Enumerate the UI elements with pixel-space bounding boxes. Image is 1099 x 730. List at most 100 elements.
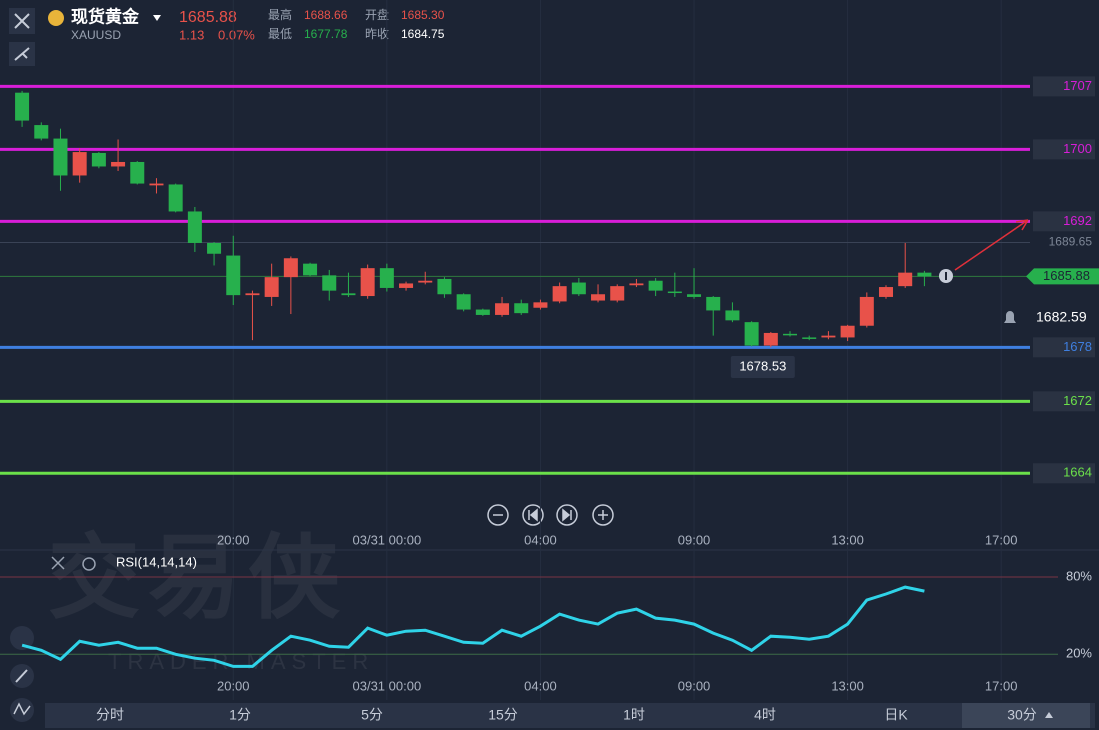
end-button[interactable]	[556, 504, 578, 526]
candle-body	[898, 272, 913, 287]
symbol-code: XAUUSD	[71, 28, 121, 42]
candle-body	[552, 286, 567, 302]
stat-label: 最低	[268, 27, 292, 41]
rsi-settings[interactable]	[82, 557, 96, 571]
tab[interactable]: 15分	[488, 707, 518, 723]
tab[interactable]: 分时	[96, 707, 124, 723]
candle-body	[72, 152, 87, 176]
level-label: 1678	[1063, 339, 1092, 354]
tab-bar	[45, 703, 1095, 728]
candle-body	[783, 333, 798, 336]
candle-body	[168, 184, 183, 212]
info-icon[interactable]	[939, 269, 953, 283]
x-tick-label: 09:00	[678, 532, 711, 547]
active-tab	[962, 703, 1090, 728]
candle-body	[34, 125, 49, 139]
level-label: 1692	[1063, 213, 1092, 228]
x-tick-label: 13:00	[831, 678, 864, 693]
candle-body	[379, 268, 394, 288]
rsi-close[interactable]	[51, 556, 65, 570]
symbol-name: 现货黄金	[71, 6, 140, 26]
level-tag	[1033, 463, 1095, 484]
candle-body	[207, 242, 222, 254]
candle-body	[399, 283, 414, 288]
candle-body	[802, 337, 817, 339]
tab[interactable]: 5分	[361, 707, 383, 723]
max-label: 1689.65	[1049, 235, 1093, 249]
candle-body	[283, 258, 298, 278]
candle-body	[763, 332, 778, 346]
candle-body	[303, 263, 318, 276]
tab[interactable]: 日K	[884, 707, 908, 723]
candle-body	[360, 268, 375, 297]
candle-body	[725, 310, 740, 321]
candle-body	[418, 280, 433, 283]
drawn-arrow	[954, 219, 1029, 271]
tab[interactable]: 1时	[623, 707, 645, 723]
candle-body	[591, 294, 606, 301]
level-tag	[1033, 76, 1095, 97]
candle-body	[610, 286, 625, 301]
y-tick-label: 80%	[1066, 568, 1092, 583]
candle-body	[571, 282, 586, 295]
candle-body	[245, 293, 260, 296]
price-tag	[1026, 268, 1099, 285]
candle-body	[149, 183, 164, 186]
stat-label: 昨收	[365, 27, 389, 41]
candle-body	[495, 303, 510, 315]
alert-bell[interactable]	[1004, 311, 1016, 324]
level-tag	[1033, 391, 1095, 412]
candle-body	[437, 278, 452, 295]
candle-body	[322, 275, 337, 291]
candle-body	[706, 296, 721, 311]
low-marker: 1678.53	[739, 358, 786, 373]
stat-value: 1677.78	[304, 27, 348, 41]
x-tick-label: 20:00	[217, 678, 250, 693]
candle-body	[744, 322, 759, 346]
zoom-in-button[interactable]	[592, 504, 614, 526]
candle-body	[226, 255, 241, 296]
candle-body	[821, 335, 836, 338]
candle-body	[629, 283, 644, 286]
level-label: 1707	[1063, 78, 1092, 93]
tool-button[interactable]	[10, 626, 34, 650]
candle-body	[648, 280, 663, 291]
change-pct: 0.07%	[218, 27, 255, 42]
stat-value: 1684.75	[401, 27, 445, 41]
candle-body	[879, 287, 894, 297]
draw-tool-button[interactable]	[9, 42, 35, 66]
zoom-out-button[interactable]	[487, 504, 509, 526]
y-tick-label: 20%	[1066, 646, 1092, 661]
x-tick-label: 03/31 00:00	[353, 678, 422, 693]
start-button[interactable]	[522, 504, 544, 526]
price-tag-label: 1685.88	[1043, 268, 1090, 283]
candle-body	[533, 302, 548, 308]
x-tick-label: 09:00	[678, 678, 711, 693]
level-tag	[1033, 211, 1095, 232]
stat-value: 1688.66	[304, 8, 348, 22]
tab[interactable]: 30分	[1007, 707, 1037, 723]
tab[interactable]: 1分	[229, 707, 251, 723]
candle-body	[667, 291, 682, 294]
x-tick-label: 20:00	[217, 532, 250, 547]
x-tick-label: 04:00	[524, 532, 557, 547]
level-label: 1672	[1063, 393, 1092, 408]
watermark: 交易侠	[48, 527, 348, 629]
tab[interactable]: 4时	[754, 707, 776, 723]
dropdown-arrow[interactable]	[153, 15, 161, 21]
tool-icon	[15, 669, 28, 683]
rsi-title: RSI(14,14,14)	[116, 554, 197, 569]
candle-body	[859, 296, 874, 326]
candle-body	[15, 92, 30, 121]
price: 1685.88	[179, 9, 237, 26]
stat-label: 最高	[268, 7, 292, 22]
low-marker-box	[730, 356, 795, 378]
level-label: 1664	[1063, 465, 1092, 480]
candle-body	[264, 277, 279, 297]
level-tag	[1033, 337, 1095, 358]
candle-body	[687, 294, 702, 297]
close-button[interactable]	[9, 8, 35, 34]
candle-body	[187, 211, 202, 243]
